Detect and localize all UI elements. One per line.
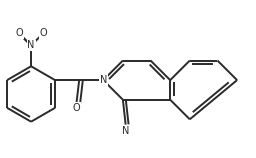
Text: N: N — [100, 75, 107, 85]
Text: N: N — [122, 126, 129, 136]
Text: O: O — [73, 103, 80, 113]
Text: O: O — [15, 28, 23, 38]
Text: N: N — [27, 40, 35, 51]
Text: O: O — [39, 28, 47, 38]
